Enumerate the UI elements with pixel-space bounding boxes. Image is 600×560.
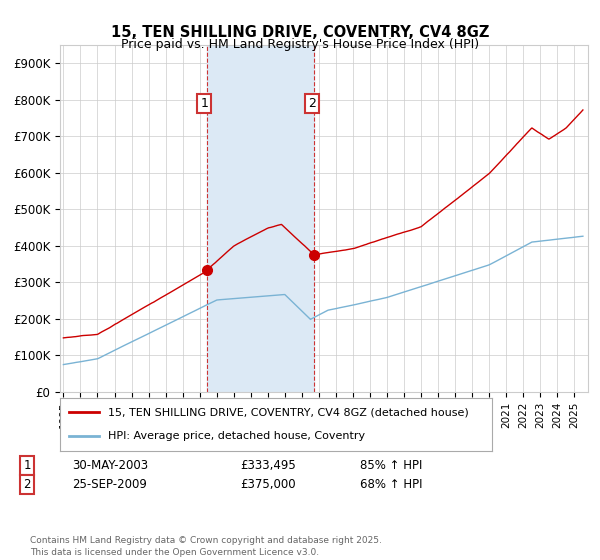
Text: 30-MAY-2003: 30-MAY-2003 [72,459,148,473]
Text: 68% ↑ HPI: 68% ↑ HPI [360,478,422,491]
Text: £375,000: £375,000 [240,478,296,491]
Text: 15, TEN SHILLING DRIVE, COVENTRY, CV4 8GZ: 15, TEN SHILLING DRIVE, COVENTRY, CV4 8G… [111,25,489,40]
Text: 1: 1 [23,459,31,473]
Text: 85% ↑ HPI: 85% ↑ HPI [360,459,422,473]
Text: Contains HM Land Registry data © Crown copyright and database right 2025.
This d: Contains HM Land Registry data © Crown c… [30,536,382,557]
Text: 25-SEP-2009: 25-SEP-2009 [72,478,147,491]
Text: £333,495: £333,495 [240,459,296,473]
Bar [207,45,314,392]
Text: 1: 1 [200,97,208,110]
Text: 2: 2 [308,97,316,110]
Text: HPI: Average price, detached house, Coventry: HPI: Average price, detached house, Cove… [107,431,365,441]
Text: 15, TEN SHILLING DRIVE, COVENTRY, CV4 8GZ (detached house): 15, TEN SHILLING DRIVE, COVENTRY, CV4 8G… [107,408,468,418]
Text: 2: 2 [23,478,31,491]
Text: Price paid vs. HM Land Registry's House Price Index (HPI): Price paid vs. HM Land Registry's House … [121,38,479,51]
